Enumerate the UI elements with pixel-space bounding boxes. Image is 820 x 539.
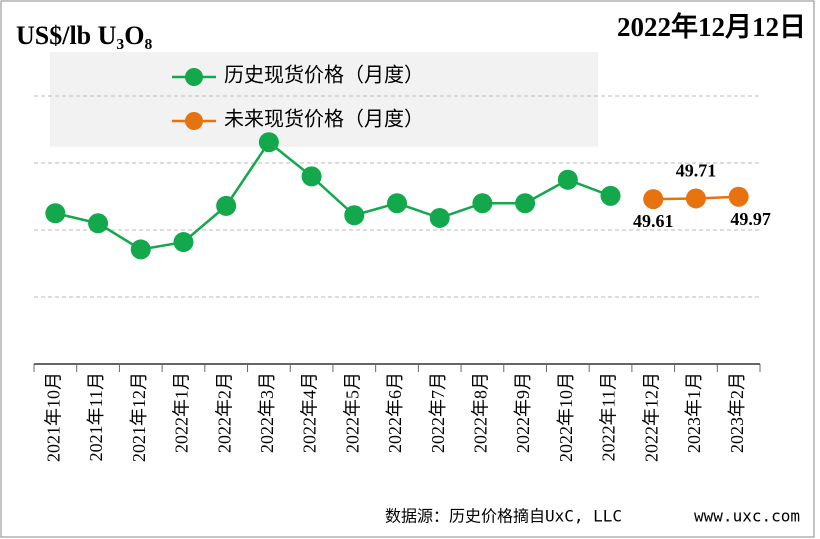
- x-tick-label: 2022年3月: [257, 372, 277, 453]
- x-tick-label: 2022年11月: [599, 372, 619, 461]
- x-tick-label: 2022年9月: [513, 372, 533, 453]
- x-tick-label: 2021年10月: [43, 372, 63, 462]
- point: [643, 189, 664, 210]
- x-tick-label: 2023年2月: [727, 372, 747, 453]
- point: [301, 166, 322, 187]
- point: [344, 205, 365, 226]
- x-tick-label: 2022年10月: [556, 372, 576, 462]
- legend-marker: [185, 68, 203, 86]
- point: [429, 207, 450, 228]
- value-label: 49.71: [676, 161, 717, 181]
- point: [173, 232, 194, 253]
- x-tick-label: 2022年8月: [471, 372, 491, 453]
- point: [600, 185, 621, 206]
- point: [685, 188, 706, 209]
- date: 2022年12月12日: [617, 11, 806, 42]
- point: [515, 193, 536, 214]
- point: [258, 132, 279, 153]
- legend-marker: [185, 112, 203, 130]
- chart-title: US$/lb U₃O₈: [16, 21, 152, 50]
- x-tick-label: 2021年12月: [129, 372, 149, 462]
- legend-label: 历史现货价格（月度）: [224, 64, 424, 87]
- website: www.uxc.com: [694, 507, 800, 526]
- value-label: 49.61: [633, 211, 674, 231]
- x-tick-label: 2022年4月: [300, 372, 320, 453]
- x-tick-label: 2023年1月: [684, 372, 704, 453]
- x-tick-label: 2022年12月: [641, 372, 661, 462]
- x-tick-label: 2022年7月: [428, 372, 448, 453]
- x-tick-label: 2022年6月: [385, 372, 405, 453]
- point: [728, 186, 749, 207]
- source: 数据源：历史价格摘自UxC, LLC: [385, 507, 622, 526]
- x-tick-label: 2022年1月: [172, 372, 192, 453]
- point: [45, 203, 66, 224]
- point: [130, 239, 151, 260]
- value-label: 49.97: [730, 209, 771, 229]
- point: [88, 213, 109, 234]
- point: [216, 195, 237, 216]
- point: [472, 193, 493, 214]
- point: [387, 193, 407, 214]
- legend-box: [50, 52, 598, 147]
- legend-label: 未来现货价格（月度）: [224, 108, 424, 131]
- x-tick-label: 2022年5月: [342, 372, 362, 453]
- x-tick-label: 2021年11月: [86, 372, 106, 461]
- point: [557, 169, 578, 190]
- x-tick-label: 2022年2月: [214, 372, 234, 453]
